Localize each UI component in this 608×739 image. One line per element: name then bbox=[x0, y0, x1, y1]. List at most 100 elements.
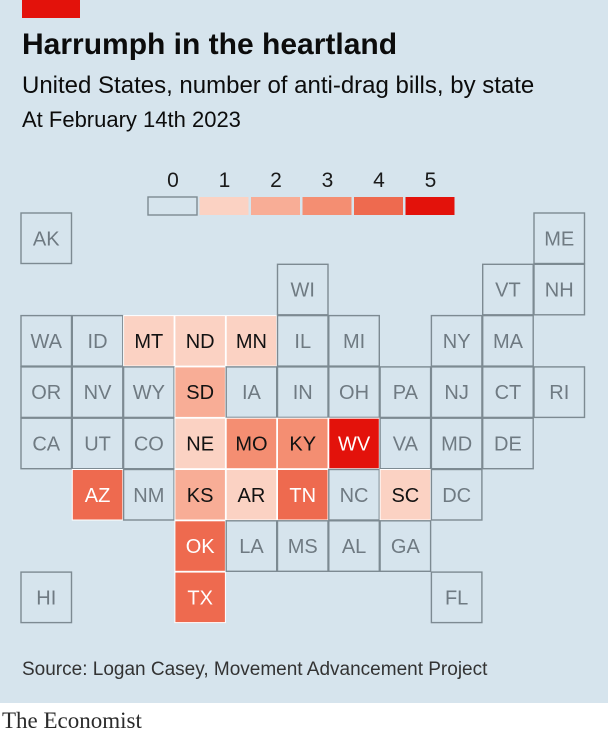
tile-label: WA bbox=[31, 331, 63, 353]
brand-red-tag bbox=[22, 0, 80, 18]
state-tile-oh: OH bbox=[328, 366, 380, 419]
legend-label-4: 4 bbox=[373, 169, 385, 192]
state-tile-wa: WA bbox=[20, 314, 73, 367]
tile-cell bbox=[71, 469, 124, 521]
tile-label: RI bbox=[549, 382, 569, 404]
state-tile-va: VA bbox=[379, 417, 432, 470]
tile-label: NV bbox=[84, 382, 112, 404]
tile-label: OK bbox=[186, 536, 216, 558]
state-tile-mt: MT bbox=[123, 315, 175, 367]
tile-label: SC bbox=[391, 485, 419, 507]
tile-cell bbox=[482, 263, 534, 316]
tile-label: NH bbox=[545, 280, 574, 302]
state-tile-de: DE bbox=[482, 417, 534, 470]
tile-cell bbox=[174, 520, 226, 572]
tile-cell bbox=[174, 571, 226, 624]
state-tile-wv: WV bbox=[328, 417, 380, 470]
tile-label: KS bbox=[187, 485, 214, 507]
state-tile-al: AL bbox=[328, 520, 380, 572]
publisher-footer: The Economist bbox=[2, 708, 142, 733]
source-note: Source: Logan Casey, Movement Advancemen… bbox=[22, 659, 488, 680]
tile-cell bbox=[225, 520, 278, 572]
tile-cell bbox=[379, 520, 432, 572]
tile-label: PA bbox=[393, 382, 419, 404]
tile-cell bbox=[225, 366, 278, 419]
state-tile-ut: UT bbox=[71, 417, 124, 470]
state-tile-wi: WI bbox=[276, 263, 329, 316]
tile-cell bbox=[225, 315, 278, 367]
tile-cell bbox=[20, 212, 73, 265]
tile-label: OR bbox=[31, 382, 61, 404]
color-legend: 0 1 2 3 4 5 bbox=[147, 169, 455, 216]
tile-label: NJ bbox=[444, 382, 468, 404]
legend-label-0: 0 bbox=[167, 169, 179, 192]
tile-label: CA bbox=[32, 433, 60, 455]
state-tile-me: ME bbox=[533, 212, 586, 265]
tile-label: GA bbox=[391, 536, 421, 558]
tile-cell bbox=[20, 417, 73, 470]
tile-cell bbox=[225, 469, 278, 521]
legend-label-3: 3 bbox=[322, 169, 334, 192]
state-tile-ga: GA bbox=[379, 520, 432, 572]
state-tile-ky: KY bbox=[277, 417, 329, 470]
tile-cell bbox=[328, 417, 380, 470]
tile-label: WV bbox=[338, 433, 371, 455]
tile-cell bbox=[277, 469, 329, 521]
tile-cell bbox=[276, 366, 329, 419]
tile-cell bbox=[430, 417, 483, 470]
tile-cell bbox=[174, 469, 226, 521]
tile-label: NC bbox=[340, 485, 369, 507]
legend-swatch-3 bbox=[302, 197, 352, 215]
state-tile-sd: SD bbox=[174, 366, 226, 418]
tile-cell bbox=[276, 520, 329, 572]
tile-label: WY bbox=[133, 382, 165, 404]
tile-label: SD bbox=[186, 382, 214, 404]
tile-cell bbox=[122, 417, 175, 470]
tile-cell bbox=[533, 212, 586, 265]
state-tile-sc: SC bbox=[379, 469, 432, 521]
state-tile-ma: MA bbox=[482, 314, 534, 367]
tile-label: DC bbox=[442, 485, 471, 507]
chart-title: Harrumph in the heartland bbox=[22, 28, 398, 61]
tile-cell bbox=[71, 417, 124, 470]
tile-label: VA bbox=[393, 433, 419, 455]
state-tiles: AK ME WI VT NH WA ID MT ND MN IL MI NY MA OR NV WY SD IA IN… bbox=[20, 212, 586, 624]
tile-label: IN bbox=[293, 382, 313, 404]
tile-cell bbox=[328, 366, 380, 419]
tile-label: AL bbox=[342, 536, 366, 558]
tile-label: OH bbox=[339, 382, 369, 404]
tile-cell bbox=[20, 571, 73, 624]
tile-label: DE bbox=[494, 433, 522, 455]
tile-label: NY bbox=[443, 331, 471, 353]
tile-cell bbox=[533, 263, 586, 316]
tile-cell bbox=[379, 366, 432, 419]
tile-label: MO bbox=[235, 433, 267, 455]
tile-cell bbox=[482, 314, 534, 367]
state-tile-wy: WY bbox=[122, 366, 175, 419]
chart-date-note: At February 14th 2023 bbox=[22, 107, 241, 132]
state-tile-mi: MI bbox=[328, 314, 380, 367]
tile-map: 0 1 2 3 4 5 AK ME WI VT NH WA ID MT ND MN IL MI NY MA OR NV W… bbox=[20, 169, 586, 624]
tile-label: AR bbox=[238, 485, 266, 507]
state-tile-nj: NJ bbox=[430, 366, 483, 419]
tile-cell bbox=[533, 366, 586, 419]
state-tile-tx: TX bbox=[174, 571, 226, 624]
tile-cell bbox=[174, 417, 226, 470]
tile-label: AZ bbox=[85, 485, 111, 507]
state-tile-hi: HI bbox=[20, 571, 73, 624]
legend-label-2: 2 bbox=[270, 169, 282, 192]
tile-label: KY bbox=[289, 433, 316, 455]
tile-label: UT bbox=[84, 433, 111, 455]
tile-cell bbox=[328, 468, 380, 521]
tile-label: MN bbox=[236, 331, 267, 353]
tile-cell bbox=[430, 314, 483, 367]
state-tile-ne: NE bbox=[174, 417, 226, 470]
tile-label: MT bbox=[134, 331, 163, 353]
tile-cell bbox=[379, 417, 432, 470]
tile-label: MA bbox=[493, 331, 524, 353]
state-tile-in: IN bbox=[276, 366, 329, 419]
state-tile-ms: MS bbox=[276, 520, 329, 572]
tile-cell bbox=[123, 315, 175, 367]
state-tile-ca: CA bbox=[20, 417, 73, 470]
tile-cell bbox=[277, 417, 329, 470]
